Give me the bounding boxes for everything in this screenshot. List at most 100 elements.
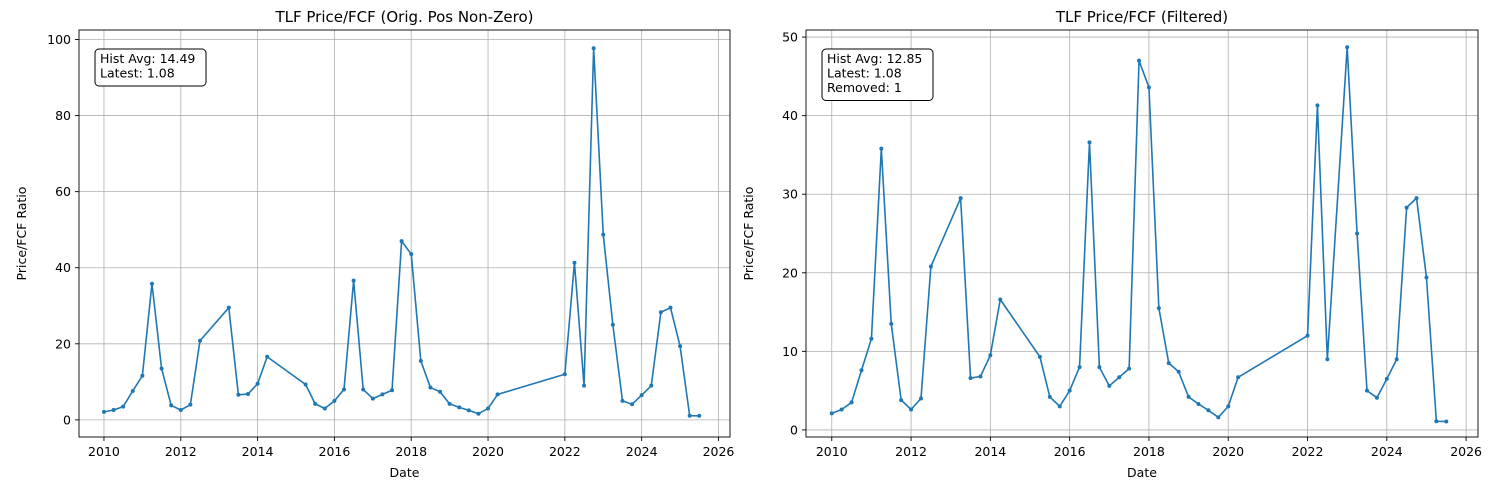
data-point bbox=[476, 411, 481, 416]
chart-panel-left: 2010 2012 2014 2016 2018 2020 2022 2024 2026 0 20 4… bbox=[14, 8, 734, 480]
y-tick-label: 30 bbox=[782, 187, 798, 202]
x-tick-label: 2020 bbox=[1212, 444, 1244, 459]
data-point bbox=[1444, 419, 1449, 424]
data-point bbox=[101, 409, 106, 414]
data-point bbox=[140, 373, 145, 378]
x-tick-label: 2010 bbox=[816, 444, 848, 459]
data-point bbox=[649, 383, 654, 388]
x-tick-label: 2024 bbox=[1371, 444, 1403, 459]
data-point bbox=[457, 405, 462, 410]
data-point bbox=[1077, 365, 1082, 370]
data-point bbox=[630, 402, 635, 407]
data-point bbox=[591, 46, 596, 51]
data-point bbox=[342, 387, 347, 392]
data-point bbox=[639, 393, 644, 398]
data-point bbox=[1087, 140, 1092, 145]
data-point bbox=[1156, 306, 1161, 311]
series-line bbox=[103, 47, 700, 417]
data-point bbox=[988, 353, 993, 358]
annotation-line: Latest: 1.08 bbox=[827, 66, 902, 81]
x-tick-label: 2010 bbox=[88, 444, 120, 459]
data-point bbox=[1216, 415, 1221, 420]
y-tick-label: 0 bbox=[63, 412, 71, 427]
y-tick-label: 40 bbox=[782, 108, 798, 123]
data-point bbox=[1186, 394, 1191, 399]
y-tick-label: 10 bbox=[782, 344, 798, 359]
x-axis-label: Date bbox=[1127, 465, 1157, 480]
data-point bbox=[1364, 388, 1369, 393]
data-point bbox=[361, 387, 366, 392]
data-point bbox=[418, 358, 423, 363]
data-point bbox=[1226, 404, 1231, 409]
data-point bbox=[245, 392, 250, 397]
data-point bbox=[399, 239, 404, 244]
chart-title: TLF Price/FCF (Orig. Pos Non-Zero) bbox=[274, 8, 533, 26]
data-point bbox=[678, 344, 683, 349]
y-tick-label: 80 bbox=[55, 108, 71, 123]
annotation-box bbox=[94, 48, 207, 87]
data-point bbox=[658, 310, 663, 315]
data-point bbox=[332, 398, 337, 403]
data-point bbox=[1037, 354, 1042, 359]
data-point bbox=[255, 381, 260, 386]
data-point bbox=[111, 407, 116, 412]
x-tick-label: 2026 bbox=[1450, 444, 1482, 459]
data-point bbox=[428, 385, 433, 390]
data-point bbox=[236, 392, 241, 397]
plot-frame bbox=[78, 29, 731, 438]
y-tick-label: 100 bbox=[47, 32, 71, 47]
data-point bbox=[839, 407, 844, 412]
x-tick-label: 2018 bbox=[1133, 444, 1165, 459]
data-point bbox=[889, 321, 894, 326]
data-point bbox=[486, 406, 491, 411]
data-point bbox=[303, 382, 308, 387]
data-point bbox=[380, 392, 385, 397]
data-point bbox=[370, 396, 375, 401]
y-tick-label: 40 bbox=[55, 260, 71, 275]
data-point bbox=[313, 401, 318, 406]
data-point bbox=[918, 396, 923, 401]
annotation-line: Hist Avg: 14.49 bbox=[100, 51, 195, 66]
data-point bbox=[178, 407, 183, 412]
data-point bbox=[572, 260, 577, 265]
x-tick-label: 2022 bbox=[549, 444, 581, 459]
x-tick-label: 2026 bbox=[703, 444, 735, 459]
data-point bbox=[1097, 365, 1102, 370]
data-point bbox=[859, 368, 864, 373]
data-point bbox=[1166, 361, 1171, 366]
data-point bbox=[197, 338, 202, 343]
data-point bbox=[869, 336, 874, 341]
data-point bbox=[1107, 383, 1112, 388]
data-point bbox=[1345, 45, 1350, 50]
x-tick-label: 2018 bbox=[395, 444, 427, 459]
data-point bbox=[1176, 369, 1181, 374]
data-point bbox=[265, 354, 270, 359]
data-point bbox=[1206, 408, 1211, 413]
data-point bbox=[1315, 103, 1320, 108]
data-point bbox=[447, 401, 452, 406]
data-point bbox=[149, 281, 154, 286]
data-point bbox=[495, 392, 500, 397]
chart-panel-right: 2010 2012 2014 2016 2018 2020 2022 2024 2026 0 10 2… bbox=[741, 8, 1482, 480]
data-point bbox=[610, 322, 615, 327]
data-point bbox=[1127, 366, 1132, 371]
y-tick-label: 20 bbox=[782, 265, 798, 280]
data-point bbox=[1384, 376, 1389, 381]
data-point bbox=[849, 400, 854, 405]
data-point bbox=[899, 398, 904, 403]
x-tick-label: 2012 bbox=[165, 444, 197, 459]
data-point bbox=[1325, 357, 1330, 362]
data-point bbox=[968, 376, 973, 381]
data-point bbox=[226, 305, 231, 310]
data-point bbox=[438, 389, 443, 394]
data-point bbox=[351, 278, 356, 283]
y-axis-label: Price/FCF Ratio bbox=[741, 187, 756, 281]
x-tick-label: 2014 bbox=[974, 444, 1006, 459]
chart-title: TLF Price/FCF (Filtered) bbox=[1055, 8, 1228, 26]
data-point bbox=[1196, 402, 1201, 406]
y-tick-label: 50 bbox=[782, 30, 798, 45]
data-point bbox=[1047, 394, 1052, 399]
data-point bbox=[978, 374, 983, 379]
data-point bbox=[121, 404, 126, 409]
x-tick-label: 2024 bbox=[626, 444, 658, 459]
